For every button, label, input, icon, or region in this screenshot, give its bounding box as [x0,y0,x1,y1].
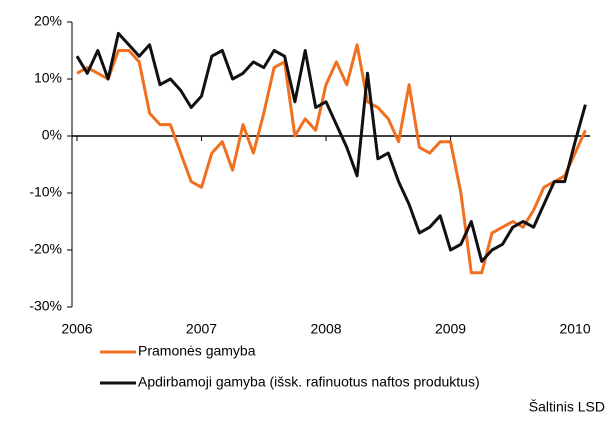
y-tick-label: -20% [29,241,62,257]
x-tick-label: 2010 [559,321,590,337]
y-tick-label: 20% [34,13,62,29]
x-tick-label: 2008 [310,321,341,337]
y-tick-label: -30% [29,298,62,314]
source: Šaltinis LSD [529,399,605,415]
y-tick-label: 10% [34,70,62,86]
x-tick-label: 2009 [435,321,466,337]
y-tick-label: 0% [42,127,62,143]
legend-label: Pramonės gamyba [138,343,256,359]
legend-label: Apdirbamoji gamyba (išsk. rafinuotus naf… [138,374,480,390]
x-tick-label: 2007 [186,321,217,337]
series-line [76,43,587,275]
series-line [75,31,587,263]
y-tick-label: -10% [29,184,62,200]
x-tick-label: 2006 [61,321,92,337]
